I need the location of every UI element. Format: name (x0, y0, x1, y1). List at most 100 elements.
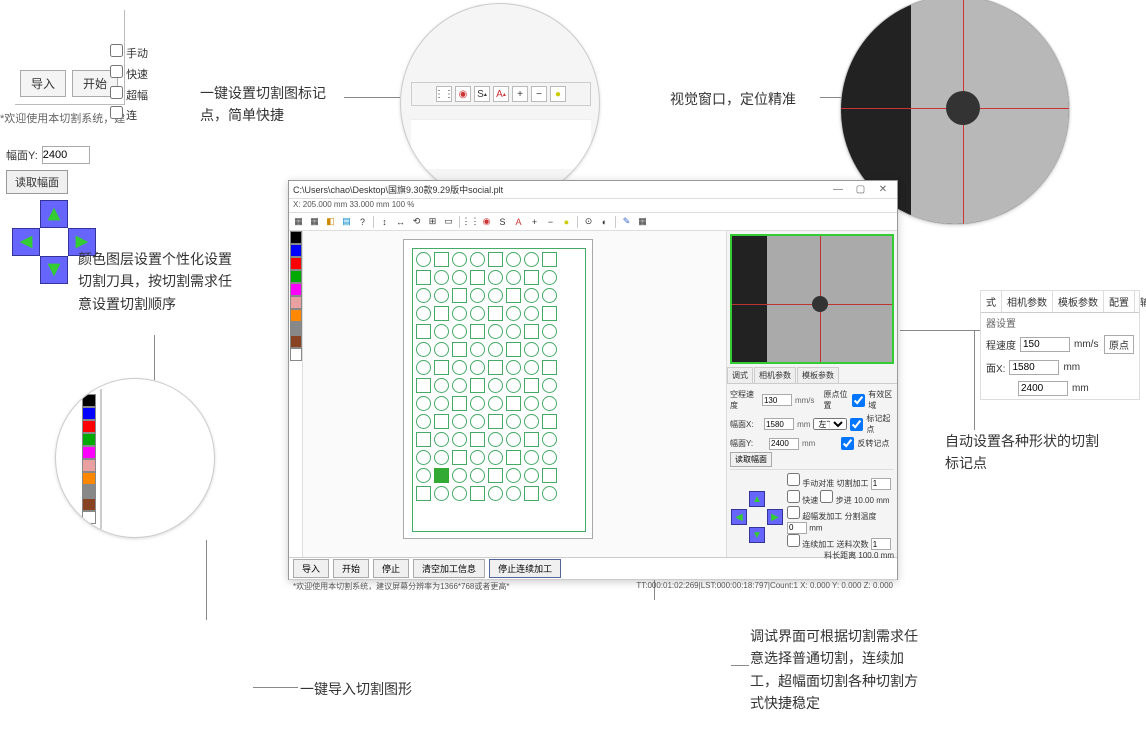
speed-input[interactable] (762, 394, 792, 406)
tool-icon[interactable]: ▭ (441, 215, 456, 229)
chk-label: 快速 (802, 496, 818, 505)
tool-icon-s[interactable]: S (495, 215, 510, 229)
tool-icon-a[interactable]: A (511, 215, 526, 229)
chk-manual[interactable] (110, 44, 123, 57)
param-x-input[interactable] (1009, 360, 1059, 375)
chk-over[interactable] (787, 506, 800, 519)
split-input[interactable] (787, 522, 807, 534)
arrow-up[interactable]: ▲ (749, 491, 765, 507)
label: 送料次数 (836, 540, 868, 549)
origin-select[interactable]: 左下 (813, 418, 847, 430)
arrow-left[interactable] (12, 228, 40, 256)
color-swatch[interactable] (290, 270, 302, 283)
callout-toolbar: ⋮⋮ ◉ S▴ A▴ + − ● (400, 3, 600, 203)
width-input[interactable] (764, 418, 794, 430)
chk-effective[interactable] (852, 394, 865, 407)
side-tab[interactable]: 调式 (727, 367, 753, 383)
speed-label: 空程速度 (730, 389, 759, 411)
tool-icon[interactable]: ▦ (307, 215, 322, 229)
origin-label: 原点位置 (824, 389, 850, 411)
y-input[interactable] (42, 146, 90, 164)
color-swatch[interactable] (290, 348, 302, 361)
tool-icon[interactable]: ⊞ (425, 215, 440, 229)
tool-icon[interactable]: ▦ (635, 215, 650, 229)
read-size-button[interactable]: 读取幅面 (730, 452, 772, 467)
arrow-right[interactable]: ▶ (767, 509, 783, 525)
chk-fast[interactable] (787, 490, 800, 503)
val: 10.00 (854, 496, 874, 505)
param-y-input[interactable] (1018, 381, 1068, 396)
color-swatch[interactable] (290, 257, 302, 270)
param-tab[interactable]: 式 (981, 291, 1002, 312)
tool-icon[interactable]: ↔ (393, 215, 408, 229)
label: 料长距离 (824, 551, 856, 560)
tool-icon[interactable]: ↕ (377, 215, 392, 229)
tool-icon-s: S▴ (474, 86, 490, 102)
color-swatch[interactable] (290, 244, 302, 257)
annotation-toolbar: 一键设置切割图标记点，简单快捷 (200, 82, 350, 127)
unit: mm (809, 523, 822, 532)
tool-icon[interactable]: ? (355, 215, 370, 229)
chk-reverse[interactable] (841, 437, 854, 450)
param-tab[interactable]: 配置 (1104, 291, 1135, 312)
arrow-left[interactable]: ◀ (731, 509, 747, 525)
tool-icon[interactable]: ⋮⋮ (463, 215, 478, 229)
arrow-down[interactable]: ▼ (749, 527, 765, 543)
stop-button[interactable]: 停止 (373, 559, 409, 578)
maximize-icon[interactable]: ▢ (850, 184, 870, 195)
side-tab[interactable]: 相机参数 (754, 367, 796, 383)
chk-step[interactable] (820, 490, 833, 503)
arrow-down[interactable] (40, 256, 68, 284)
color-swatch[interactable] (290, 322, 302, 335)
height-input[interactable] (769, 438, 799, 450)
import-button[interactable]: 导入 (293, 559, 329, 578)
feed-input[interactable] (871, 538, 891, 550)
color-swatch[interactable] (290, 335, 302, 348)
tool-icon[interactable]: ⊙ (581, 215, 596, 229)
param-tab[interactable]: 输出 (1135, 291, 1146, 312)
import-button[interactable]: 导入 (20, 70, 66, 97)
tool-icon[interactable]: ✎ (619, 215, 634, 229)
tool-icon[interactable]: + (527, 215, 542, 229)
start-button[interactable]: 开始 (333, 559, 369, 578)
tool-icon[interactable]: ● (559, 215, 574, 229)
tool-icon[interactable]: ◐ (597, 215, 612, 229)
chk-cont[interactable] (787, 534, 800, 547)
chk-label: 标记起点 (866, 413, 894, 435)
minimize-icon[interactable]: — (828, 184, 848, 195)
canvas-area[interactable] (303, 231, 727, 557)
color-swatch[interactable] (290, 231, 302, 244)
param-unit: mm (1063, 362, 1080, 373)
chk-fast[interactable] (110, 65, 123, 78)
annotation-colors: 颜色图层设置个性化设置切割刀具，按切割需求任意设置切割顺序 (78, 248, 238, 315)
tool-icon[interactable]: ▦ (291, 215, 306, 229)
chk-over[interactable] (110, 86, 123, 99)
cut-times-input[interactable] (871, 478, 891, 490)
chk-label: 连续加工 (802, 540, 834, 549)
param-tab[interactable]: 相机参数 (1002, 291, 1053, 312)
color-swatch[interactable] (290, 283, 302, 296)
tool-icon[interactable]: ◧ (323, 215, 338, 229)
color-swatch[interactable] (290, 309, 302, 322)
chk-cont[interactable] (110, 106, 123, 119)
arrow-up[interactable] (40, 200, 68, 228)
chk-manual[interactable] (787, 473, 800, 486)
param-speed-input[interactable] (1020, 337, 1070, 352)
tool-icon-dots: ⋮⋮ (436, 86, 452, 102)
canvas-page (403, 239, 593, 539)
unit: mm (797, 420, 810, 429)
tool-icon[interactable]: ⟲ (409, 215, 424, 229)
clear-button[interactable]: 清空加工信息 (413, 559, 485, 578)
stop-continuous-button[interactable]: 停止连续加工 (489, 559, 561, 578)
chk-mark[interactable] (850, 418, 863, 431)
status-bar: *欢迎使用本切割系统，建议屏幕分辨率为1366*768或者更高* TT:000:… (289, 579, 897, 593)
side-tab[interactable]: 模板参数 (797, 367, 839, 383)
read-size-button[interactable]: 读取幅面 (6, 170, 68, 194)
param-tab[interactable]: 模板参数 (1053, 291, 1104, 312)
color-swatch[interactable] (290, 296, 302, 309)
tool-icon[interactable]: ◉ (479, 215, 494, 229)
tool-icon[interactable]: ▤ (339, 215, 354, 229)
origin-button[interactable]: 原点 (1104, 335, 1134, 354)
close-icon[interactable]: ✕ (873, 184, 893, 195)
tool-icon[interactable]: − (543, 215, 558, 229)
